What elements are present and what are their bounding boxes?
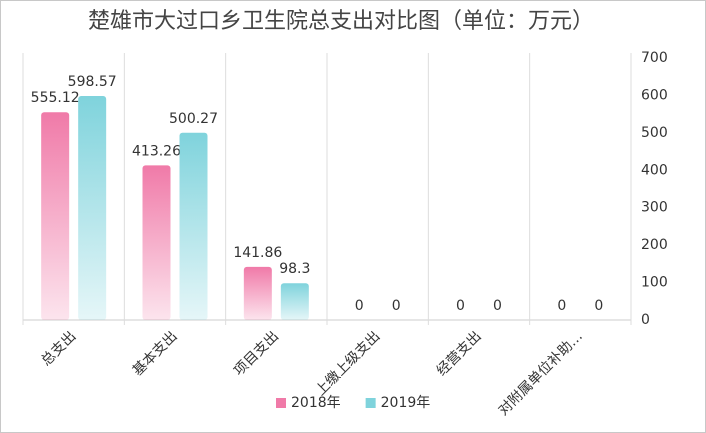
chart-title: 楚雄市大过口乡卫生院总支出对比图（单位：万元） <box>87 9 594 34</box>
bar <box>179 132 208 320</box>
data-label: 0 <box>456 298 465 314</box>
data-label: 141.86 <box>233 245 282 261</box>
data-label: 0 <box>392 298 401 314</box>
y-tick-label: 400 <box>641 162 668 178</box>
legend-swatch <box>365 398 376 408</box>
x-tick-label: 项目支出 <box>231 328 282 379</box>
bar <box>280 283 309 320</box>
data-label: 0 <box>557 298 566 314</box>
data-label: 500.27 <box>169 111 218 127</box>
y-tick-label: 300 <box>641 200 668 216</box>
x-tick-label: 对附属单位补助… <box>495 328 586 419</box>
x-tick-label: 总支出 <box>38 328 79 369</box>
data-label: 598.57 <box>68 74 117 90</box>
y-tick-label: 0 <box>641 312 650 328</box>
y-tick-label: 100 <box>641 275 668 291</box>
bar <box>78 95 107 320</box>
x-tick-label: 上缴上级支出 <box>313 328 384 399</box>
bar <box>41 112 70 320</box>
x-tick-label: 基本支出 <box>129 328 181 380</box>
bar <box>243 266 272 320</box>
legend-label: 2018年 <box>291 395 341 411</box>
bar <box>142 165 171 320</box>
data-label: 0 <box>493 298 502 314</box>
y-tick-label: 600 <box>641 87 668 103</box>
data-label: 413.26 <box>132 143 181 159</box>
y-tick-label: 500 <box>641 125 668 141</box>
data-label: 0 <box>355 298 364 314</box>
x-tick-label: 经营支出 <box>434 328 485 379</box>
y-tick-label: 700 <box>641 50 668 66</box>
data-label: 0 <box>594 298 603 314</box>
legend-swatch <box>276 398 286 408</box>
data-label: 98.3 <box>279 261 310 277</box>
data-label: 555.12 <box>31 90 80 106</box>
legend-label: 2019年 <box>381 395 431 411</box>
y-tick-label: 200 <box>641 237 668 253</box>
